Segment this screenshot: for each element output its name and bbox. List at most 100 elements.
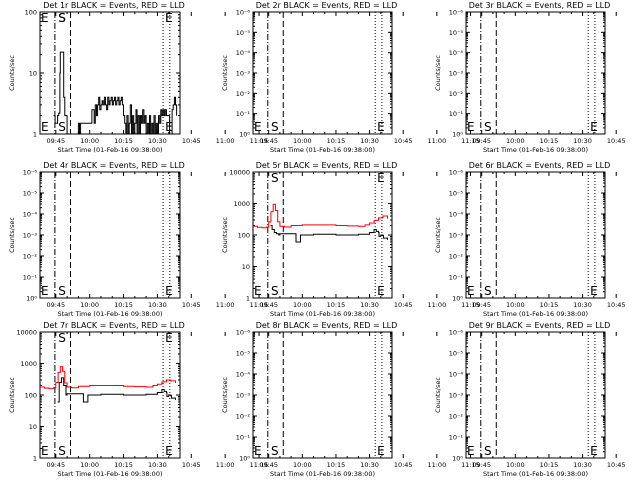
- det-6r-xlabel: Start Time (01-Feb-16 09:38:00): [483, 310, 588, 318]
- det-6r-xtick-label-0: 09:45: [472, 301, 491, 309]
- det-3r-xtick-label-4: 10:45: [607, 137, 626, 145]
- det-2r-xtick-label-5: 11:00: [427, 137, 446, 145]
- det-4r-ytick-label-3: 10⁻³: [23, 232, 38, 240]
- det-4r-ytick-label-6: 10⁻⁶: [23, 169, 38, 177]
- det-8r-ytick-label-4: 10⁻⁴: [236, 371, 251, 379]
- det-5r-ytick-label-3: 1000: [233, 200, 250, 208]
- det-1r-series-0: [53, 51, 178, 134]
- det-9r-ytick-label-5: 10⁻⁵: [449, 350, 464, 358]
- det-4r-marker-s: S: [58, 284, 66, 298]
- det-5r-xlabel: Start Time (01-Feb-16 09:38:00): [270, 310, 375, 318]
- det-2r-ytick-label-4: 10⁻⁴: [236, 49, 251, 57]
- det-1r-marker-e-right: E: [165, 120, 173, 134]
- det-7r-ytick-label-0: 1: [33, 455, 37, 463]
- det-3r-ytick-label-2: 10⁻²: [449, 90, 464, 98]
- det-7r-xtick-label-2: 10:15: [114, 461, 133, 469]
- det-3r-xlabel: Start Time (01-Feb-16 09:38:00): [483, 146, 588, 154]
- det-6r-panel: Det 6r BLACK = Events, RED = LLD 10⁰ 10⁻¹ 1…: [434, 161, 626, 318]
- det-3r-ytick-label-0: 10⁰: [452, 131, 463, 139]
- det-9r-xtick-label-1: 10:00: [506, 461, 525, 469]
- det-4r-xlabel: Start Time (01-Feb-16 09:38:00): [58, 310, 163, 318]
- det-1r-marker-e-top: E: [165, 11, 173, 25]
- det-8r-xtick-label-0: 09:45: [259, 461, 278, 469]
- det-8r-marker-e-left: E: [254, 444, 262, 458]
- det-7r-ylabel: Counts/sec: [8, 377, 16, 413]
- det-5r-xtick-label-2: 10:15: [327, 301, 346, 309]
- det-6r-xtick-label-4: 10:45: [607, 301, 626, 309]
- det-6r-ytick-label-2: 10⁻²: [449, 253, 464, 261]
- det-2r-ylabel: Counts/sec: [221, 55, 229, 91]
- det-4r-xtick-label-1: 10:00: [80, 301, 99, 309]
- det-6r-marker-e-left: E: [467, 284, 475, 298]
- det-4r-ytick-label-4: 10⁻⁴: [23, 211, 38, 219]
- det-1r-marker-e-left-top: E: [41, 11, 49, 25]
- det-6r-xtick-label-2: 10:15: [540, 301, 559, 309]
- det-3r-ylabel: Counts/sec: [434, 55, 442, 91]
- det-3r-marker-e-left: E: [467, 120, 475, 134]
- det-5r-series-1: [270, 225, 388, 243]
- det-9r-ytick-label-3: 10⁻³: [449, 392, 464, 400]
- det-9r-marker-e-left: E: [467, 444, 475, 458]
- det-1r-marker-e-top: E: [165, 11, 173, 25]
- det-2r-ytick-label-0: 10⁰: [239, 131, 250, 139]
- det-3r-ytick-label-1: 10⁻¹: [449, 110, 464, 118]
- det-5r-xtick-label-6: 11:15: [461, 301, 480, 309]
- det-5r-ylabel: Counts/sec: [221, 217, 229, 253]
- det-3r-panel: Det 3r BLACK = Events, RED = LLD 10⁰ 10⁻¹ 1…: [434, 1, 626, 154]
- det-2r-xtick-label-4: 10:45: [394, 137, 413, 145]
- det-7r-series-0: [40, 366, 176, 390]
- det-5r-ytick-label-1: 10: [242, 263, 250, 271]
- det-8r-ytick-label-5: 10⁻⁵: [236, 350, 251, 358]
- det-1r-xtick-label-3: 10:30: [148, 137, 167, 145]
- det-7r-xtick-label-5: 11:00: [216, 461, 235, 469]
- det-8r-xtick-label-1: 10:00: [293, 461, 312, 469]
- det-9r-xtick-label-4: 10:45: [607, 461, 626, 469]
- det-2r-xtick-label-2: 10:15: [327, 137, 346, 145]
- det-1r-xtick-label-1: 10:00: [80, 137, 99, 145]
- det-5r-marker-e-right: E: [377, 284, 385, 298]
- det-7r-xtick-label-0: 09:45: [46, 461, 65, 469]
- det-5r-panel: Det 5r BLACK = Events, RED = LLD 1 10 100 10…: [221, 161, 480, 318]
- det-4r-ytick-label-1: 10⁻¹: [23, 274, 38, 282]
- det-8r-ytick-label-3: 10⁻³: [236, 392, 251, 400]
- det-6r-ytick-label-6: 10⁻⁶: [449, 169, 464, 177]
- det-3r-frame: [465, 11, 606, 135]
- det-6r-ylabel: Counts/sec: [434, 217, 442, 253]
- det-3r-ytick-label-3: 10⁻³: [449, 70, 464, 78]
- det-8r-xtick-label-4: 10:45: [394, 461, 413, 469]
- det-9r-xlabel: Start Time (01-Feb-16 09:38:00): [483, 470, 588, 478]
- det-6r-frame: [465, 171, 606, 299]
- det-1r-marker-s-top: S: [58, 11, 66, 25]
- det-2r-ytick-label-6: 10⁻⁶: [236, 9, 251, 17]
- det-2r-ytick-label-3: 10⁻³: [236, 70, 251, 78]
- det-7r-marker-e-top: E: [165, 331, 173, 345]
- det-8r-ytick-label-6: 10⁻⁶: [236, 329, 251, 337]
- det-2r-title: Det 2r BLACK = Events, RED = LLD: [256, 1, 398, 10]
- det-5r-ytick-label-0: 1: [246, 295, 250, 303]
- det-8r-ylabel: Counts/sec: [221, 377, 229, 413]
- det-3r-xtick-label-0: 09:45: [472, 137, 491, 145]
- det-4r-ytick-label-5: 10⁻⁵: [23, 190, 38, 198]
- det-5r-marker-s-top: S: [271, 171, 279, 185]
- det-2r-marker-e-left: E: [254, 120, 262, 134]
- det-1r-panel: Det 1r BLACK = Events, RED = LLD 1 10 100 Co…: [8, 1, 268, 154]
- det-2r-ytick-label-2: 10⁻²: [236, 90, 251, 98]
- det-9r-ytick-label-6: 10⁻⁶: [449, 329, 464, 337]
- det-9r-ytick-label-1: 10⁻¹: [449, 434, 464, 442]
- det-9r-ylabel: Counts/sec: [434, 377, 442, 413]
- det-2r-panel: Det 2r BLACK = Events, RED = LLD 10⁰ 10⁻¹ 1…: [221, 1, 480, 154]
- det-8r-title: Det 8r BLACK = Events, RED = LLD: [256, 321, 398, 330]
- det-3r-xtick-label-1: 10:00: [506, 137, 525, 145]
- det-2r-marker-e-right: E: [377, 120, 385, 134]
- det-4r-marker-e-left: E: [41, 284, 49, 298]
- det-3r-xtick-label-3: 10:30: [573, 137, 592, 145]
- det-6r-ytick-label-3: 10⁻³: [449, 232, 464, 240]
- det-2r-frame: [252, 11, 393, 135]
- det-7r-xlabel: Start Time (01-Feb-16 09:38:00): [58, 470, 163, 478]
- det-3r-marker-e-right: E: [590, 120, 598, 134]
- det-4r-xtick-label-3: 10:30: [148, 301, 167, 309]
- det-7r-ytick-label-2: 100: [25, 392, 37, 400]
- det-7r-series-1: [57, 377, 176, 403]
- det-1r-ytick-label-0: 1: [33, 131, 37, 139]
- det-9r-marker-s: S: [484, 444, 492, 458]
